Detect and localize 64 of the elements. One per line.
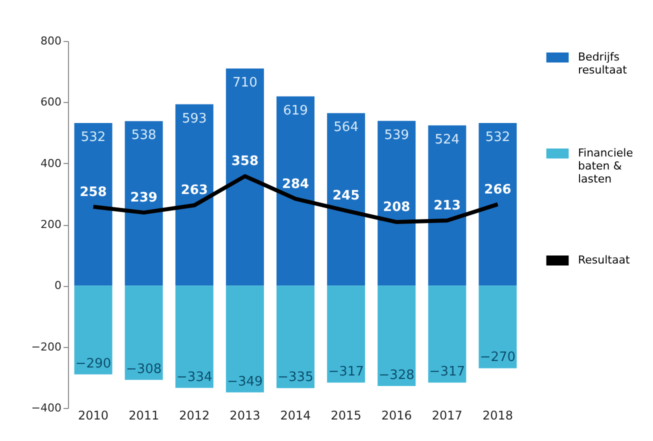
- data-label: 524: [434, 132, 460, 148]
- y-tick-label: −200: [31, 340, 62, 354]
- y-tick-label: 200: [40, 218, 62, 231]
- bar: [276, 286, 314, 388]
- y-tick-label: −400: [31, 402, 62, 414]
- bar: [175, 104, 214, 286]
- data-label: 710: [232, 76, 258, 91]
- bar: [327, 113, 366, 286]
- legend-label: Bedrijfs resultaat: [578, 50, 628, 76]
- bar: [478, 286, 517, 368]
- data-label: −335: [278, 370, 314, 386]
- y-tick-label: 600: [40, 96, 62, 109]
- data-label: 239: [130, 190, 158, 206]
- bar: [428, 125, 466, 286]
- legend-label: Financiele baten & lasten: [578, 146, 634, 186]
- data-label: 258: [80, 184, 107, 200]
- data-label: 538: [131, 128, 156, 144]
- x-tick-label: 2018: [482, 408, 513, 422]
- x-tick-label: 2010: [78, 408, 109, 422]
- x-tick-label: 2012: [179, 408, 210, 422]
- data-label: 593: [182, 111, 207, 126]
- bar: [175, 286, 214, 388]
- data-label: 263: [180, 183, 208, 198]
- data-label: −270: [480, 350, 516, 366]
- data-label: −328: [378, 368, 414, 383]
- bar: [124, 121, 163, 286]
- x-tick-label: 2013: [230, 408, 260, 422]
- data-label: 266: [484, 182, 512, 198]
- bar: [378, 120, 416, 286]
- data-label: 208: [383, 200, 410, 216]
- bar: [124, 286, 163, 380]
- data-label: 284: [282, 176, 310, 192]
- x-tick-label: 2014: [280, 408, 311, 422]
- data-label: 564: [334, 120, 358, 136]
- data-label: 213: [434, 198, 461, 214]
- bar: [226, 286, 264, 392]
- bar: [276, 96, 314, 286]
- data-label: 532: [80, 130, 106, 145]
- data-label: 619: [283, 103, 308, 118]
- x-tick-label: 2011: [128, 408, 160, 422]
- y-tick-label: 400: [40, 156, 62, 170]
- bar: [428, 286, 466, 383]
- legend-label: Resultaat: [578, 254, 630, 266]
- x-tick-label: 2017: [432, 408, 462, 422]
- data-label: −334: [176, 370, 212, 385]
- data-label: −349: [227, 374, 263, 390]
- bar: [478, 122, 517, 286]
- y-tick-label: 800: [40, 34, 62, 48]
- data-label: −290: [75, 356, 112, 372]
- data-label: −308: [126, 362, 162, 377]
- bar: [378, 286, 416, 386]
- x-tick-label: 2015: [330, 408, 362, 422]
- bar: [327, 286, 366, 383]
- bar: [226, 68, 264, 286]
- bar: [74, 286, 112, 374]
- y-tick-label: 0: [54, 279, 62, 292]
- data-label: 539: [384, 128, 410, 143]
- data-label: −317: [429, 364, 466, 380]
- data-label: 532: [485, 130, 510, 145]
- data-label: 358: [231, 154, 259, 170]
- data-label: −317: [328, 364, 364, 380]
- bar: [74, 122, 112, 286]
- data-label: 245: [332, 188, 360, 204]
- x-tick-label: 2016: [381, 408, 412, 422]
